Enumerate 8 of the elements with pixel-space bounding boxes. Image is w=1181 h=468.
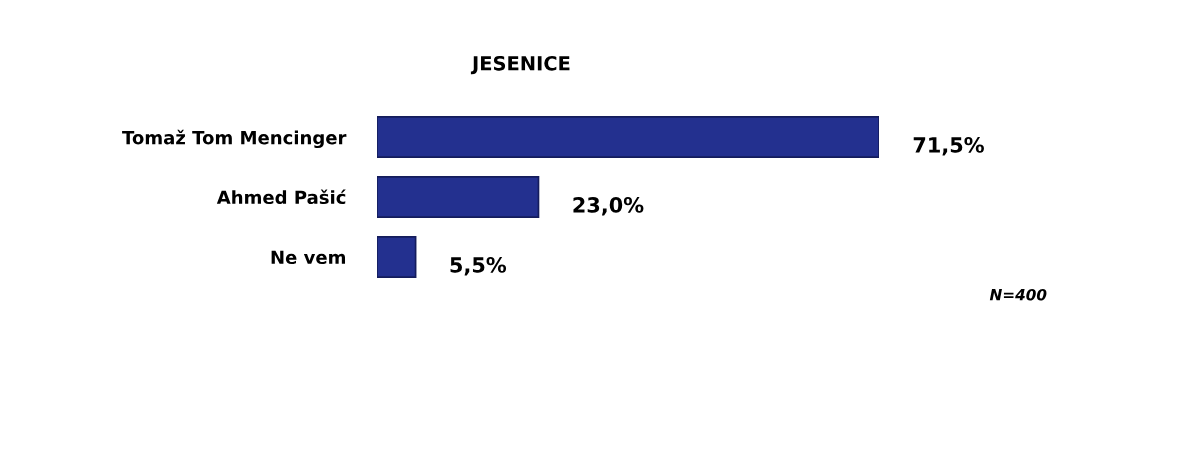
chart-title: JESENICE (470, 55, 570, 75)
y-tick-label: Ne vem (271, 250, 346, 265)
data-label: 71,5% (913, 137, 984, 156)
y-tick-label: Tomaž Tom Mencinger (122, 129, 347, 149)
text: N=400 (989, 288, 1047, 301)
data-label: 23,0% (573, 197, 644, 216)
data-label: 5,5% (450, 257, 507, 276)
y-tick-label: Ahmed Pašić (216, 189, 346, 205)
